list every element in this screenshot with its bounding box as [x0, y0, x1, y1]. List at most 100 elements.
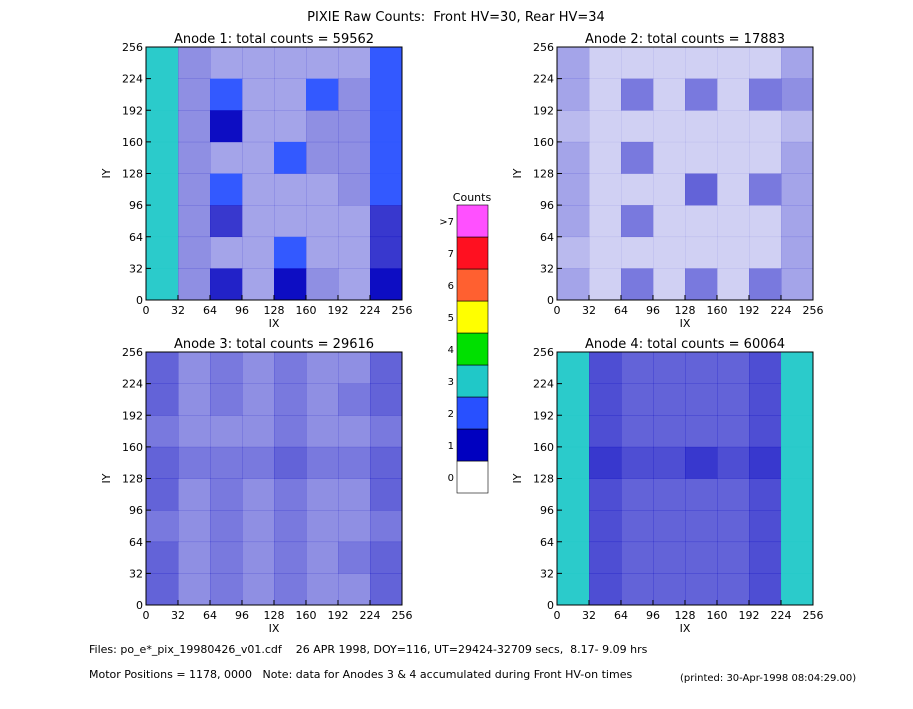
y-axis-label: IY: [100, 168, 113, 178]
heat-cell: [781, 415, 814, 448]
heat-cell: [146, 236, 179, 269]
heat-cell: [589, 141, 622, 174]
heat-cell: [685, 573, 718, 606]
heat-cell: [717, 173, 750, 206]
x-tick-label: 128: [675, 609, 696, 622]
heat-cell: [338, 415, 371, 448]
heat-cell: [338, 173, 371, 206]
x-tick-label: 96: [235, 609, 249, 622]
heat-cell: [242, 478, 275, 511]
y-tick-label: 32: [540, 567, 554, 580]
heat-cell: [274, 47, 307, 79]
heat-cell: [242, 110, 275, 143]
heat-cell: [781, 141, 814, 174]
x-tick-label: 128: [675, 304, 696, 317]
x-tick-label: 224: [360, 304, 381, 317]
x-tick-label: 32: [171, 609, 185, 622]
heat-cell: [178, 173, 211, 206]
heat-cell: [717, 573, 750, 606]
y-tick-label: 0: [136, 294, 143, 307]
heat-cell: [274, 110, 307, 143]
heat-cell: [370, 383, 403, 416]
y-tick-label: 256: [533, 41, 554, 54]
heat-cell: [717, 236, 750, 269]
x-axis-label: IX: [269, 622, 280, 635]
heat-cell: [685, 415, 718, 448]
heat-cell: [749, 478, 782, 511]
x-tick-label: 224: [771, 609, 792, 622]
heat-cell: [653, 78, 686, 111]
x-tick-label: 32: [582, 609, 596, 622]
heat-cell: [685, 78, 718, 111]
heat-cell: [178, 541, 211, 574]
heat-cell: [685, 236, 718, 269]
x-tick-label: 96: [235, 304, 249, 317]
heat-cell: [621, 78, 654, 111]
heat-cell: [146, 110, 179, 143]
heat-cell: [557, 110, 590, 143]
y-tick-label: 128: [533, 473, 554, 486]
heat-cell: [306, 541, 339, 574]
heat-cell: [749, 110, 782, 143]
heat-cell: [781, 573, 814, 606]
heat-cell: [338, 78, 371, 111]
heat-cell: [338, 510, 371, 543]
colorbar-swatch: [456, 332, 489, 366]
heat-cell: [274, 141, 307, 174]
y-tick-label: 256: [533, 346, 554, 359]
heat-cell: [589, 47, 622, 79]
heat-cell: [274, 478, 307, 511]
y-tick-label: 64: [129, 536, 143, 549]
heat-cell: [621, 110, 654, 143]
colorbar-label: 2: [448, 409, 454, 420]
x-axis-label: IX: [680, 622, 691, 635]
heat-cell: [781, 478, 814, 511]
heat-cell: [781, 110, 814, 143]
heat-cell: [338, 352, 371, 384]
heat-cell: [749, 383, 782, 416]
heat-cell: [781, 383, 814, 416]
heat-cell: [685, 478, 718, 511]
heat-cell: [685, 110, 718, 143]
heat-cell: [781, 510, 814, 543]
heat-cell: [621, 141, 654, 174]
heat-cell: [210, 47, 243, 79]
heat-cell: [717, 110, 750, 143]
y-axis-label: IY: [511, 473, 524, 483]
heat-cell: [306, 446, 339, 479]
heat-cell: [781, 78, 814, 111]
footer-line: Motor Positions = 1178, 0000 Note: data …: [89, 668, 632, 681]
heat-cell: [685, 352, 718, 384]
heat-cell: [306, 478, 339, 511]
heat-cell: [370, 205, 403, 238]
heat-cell: [274, 173, 307, 206]
heat-cell: [557, 478, 590, 511]
heat-cell: [781, 236, 814, 269]
heat-cell: [589, 236, 622, 269]
x-tick-label: 32: [582, 304, 596, 317]
heat-cell: [589, 268, 622, 301]
heat-cell: [781, 47, 814, 79]
heat-cell: [210, 573, 243, 606]
heat-cell: [589, 510, 622, 543]
heat-cell: [146, 78, 179, 111]
heat-cell: [178, 268, 211, 301]
heat-cell: [178, 478, 211, 511]
x-tick-label: 0: [143, 304, 150, 317]
page-title: PIXIE Raw Counts: Front HV=30, Rear HV=3…: [307, 10, 605, 25]
heat-cell: [146, 415, 179, 448]
y-axis-label: IY: [511, 168, 524, 178]
colorbar-swatch: [456, 460, 489, 494]
heat-cell: [749, 352, 782, 384]
heat-cell: [653, 478, 686, 511]
heat-cell: [749, 236, 782, 269]
heat-cell: [274, 205, 307, 238]
plot-title: Anode 3: total counts = 29616: [174, 337, 374, 352]
heat-cell: [653, 446, 686, 479]
heat-cell: [178, 415, 211, 448]
colorbar-label: 1: [448, 441, 454, 452]
heat-cell: [653, 173, 686, 206]
heat-cell: [749, 141, 782, 174]
colorbar-swatch: [456, 236, 489, 270]
heat-cell: [338, 110, 371, 143]
